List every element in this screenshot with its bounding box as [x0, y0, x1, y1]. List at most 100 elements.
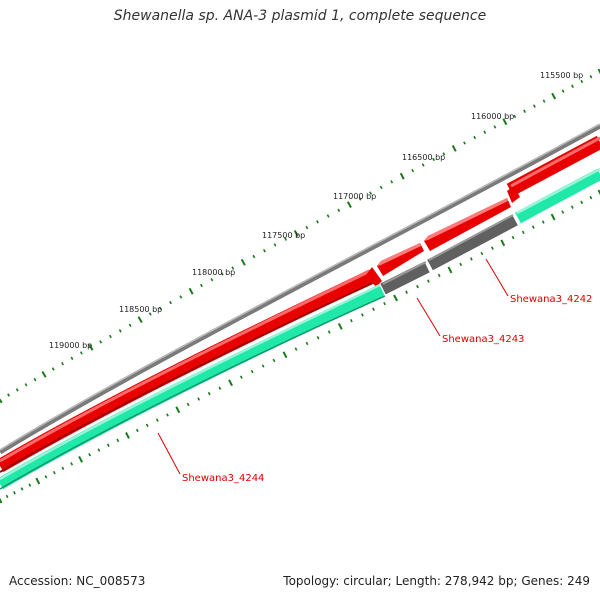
- minor-tick: [305, 225, 309, 230]
- tick-label-119000: 119000 bp: [49, 341, 92, 350]
- tick-label-115500: 115500 bp: [540, 71, 583, 80]
- major-tick: [0, 398, 3, 404]
- gene-shewana3-4242-cds[interactable]: [424, 198, 511, 251]
- leader-line-4242: [485, 258, 509, 297]
- minor-tick: [521, 230, 525, 235]
- gene-label-shewana3-4243[interactable]: Shewana3_4243: [442, 334, 524, 345]
- minor-tick: [589, 75, 593, 79]
- major-tick: [175, 406, 181, 414]
- minor-tick: [51, 367, 55, 371]
- minor-tick: [469, 257, 473, 261]
- minor-tick: [360, 313, 364, 317]
- minor-tick: [70, 356, 74, 360]
- gene-label-shewana3-4242[interactable]: Shewana3_4242: [510, 294, 592, 305]
- minor-tick: [61, 362, 64, 366]
- gene-shewana3-4243-feature[interactable]: [380, 261, 430, 295]
- major-tick: [399, 172, 405, 180]
- minor-tick: [145, 423, 149, 428]
- minor-tick: [383, 301, 386, 306]
- minor-tick: [169, 300, 172, 305]
- gene-shewana3-4243-cds[interactable]: [377, 243, 424, 276]
- minor-tick: [493, 125, 497, 129]
- gene-shewana3-4244-cds[interactable]: [0, 269, 376, 473]
- gene-cds-upper-right[interactable]: [506, 135, 600, 197]
- minor-tick: [442, 152, 446, 156]
- summary-text: Topology: circular; Length: 278,942 bp; …: [283, 574, 590, 588]
- major-tick: [597, 189, 600, 196]
- minor-tick: [52, 470, 56, 475]
- minor-tick: [531, 225, 535, 229]
- tick-label-116000: 116000 bp: [471, 112, 514, 121]
- minor-tick: [369, 191, 373, 195]
- leader-line-4243: [416, 297, 441, 337]
- major-tick: [240, 258, 246, 266]
- minor-tick: [5, 494, 9, 499]
- minor-tick: [421, 163, 425, 167]
- major-tick: [447, 266, 453, 274]
- minor-tick: [252, 254, 256, 259]
- minor-tick: [513, 114, 517, 119]
- minor-tick: [186, 402, 190, 407]
- major-tick: [597, 68, 600, 75]
- major-tick: [393, 294, 398, 302]
- minor-tick: [116, 438, 120, 443]
- minor-tick: [263, 249, 266, 253]
- tick-label-118000: 118000 bp: [192, 268, 235, 277]
- map-title: Shewanella sp. ANA-3 plasmid 1, complete…: [113, 8, 487, 24]
- major-tick: [451, 145, 457, 152]
- minor-tick: [390, 180, 394, 184]
- minor-tick: [273, 243, 277, 247]
- major-tick: [228, 379, 233, 387]
- minor-tick: [316, 336, 320, 340]
- minor-tick: [570, 205, 574, 209]
- major-tick: [550, 213, 556, 221]
- minor-tick: [20, 487, 24, 491]
- tick-label-117500: 117500 bp: [262, 231, 305, 240]
- major-tick: [502, 118, 508, 126]
- minor-tick: [580, 79, 584, 84]
- minor-tick: [337, 208, 341, 212]
- minor-tick: [411, 168, 415, 173]
- minor-tick: [523, 109, 527, 113]
- gene-shewana3-4242-feature[interactable]: [427, 214, 518, 271]
- accession-text: Accession: NC_008573: [9, 574, 146, 588]
- minor-tick: [459, 262, 463, 267]
- minor-tick: [197, 397, 201, 401]
- minor-tick: [326, 214, 330, 218]
- minor-tick: [33, 377, 37, 382]
- backbone-line: [0, 123, 600, 455]
- minor-tick: [88, 453, 92, 457]
- minor-tick: [294, 347, 298, 351]
- major-tick: [282, 351, 288, 359]
- minor-tick: [108, 334, 112, 339]
- orf-track-right[interactable]: [515, 168, 600, 224]
- minor-tick: [571, 84, 574, 88]
- major-tick: [125, 432, 130, 439]
- minor-tick: [432, 157, 435, 162]
- minor-tick: [231, 266, 235, 270]
- tick-label-117000: 117000 bp: [333, 192, 376, 201]
- minor-tick: [305, 341, 309, 346]
- minor-tick: [589, 195, 593, 200]
- minor-tick: [210, 278, 214, 282]
- minor-tick: [327, 330, 331, 334]
- orf-track-left[interactable]: [0, 284, 385, 490]
- minor-tick: [272, 358, 276, 363]
- minor-tick: [135, 428, 139, 433]
- major-tick: [88, 344, 94, 351]
- minor-tick: [284, 237, 288, 241]
- minor-tick: [405, 290, 408, 294]
- minor-tick: [7, 393, 10, 397]
- minor-tick: [463, 141, 466, 145]
- major-tick: [41, 370, 47, 378]
- minor-tick: [511, 235, 515, 240]
- minor-tick: [349, 318, 353, 323]
- major-tick: [0, 497, 3, 504]
- major-tick: [551, 92, 557, 100]
- minor-tick: [28, 483, 32, 487]
- minor-tick: [179, 295, 183, 299]
- tick-label-118500: 118500 bp: [119, 305, 162, 314]
- minor-tick: [541, 220, 545, 224]
- gene-label-shewana3-4244[interactable]: Shewana3_4244: [182, 473, 264, 484]
